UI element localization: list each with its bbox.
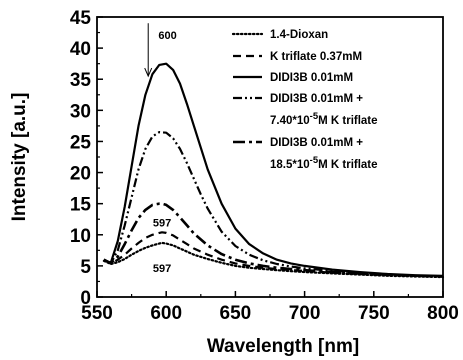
annotations: 600 597 597 xyxy=(144,23,177,275)
y-tick-label: 45 xyxy=(70,8,92,29)
legend-label-2: K triflate 0.37mM xyxy=(270,51,362,63)
legend-label-3: DIDI3B 0.01mM xyxy=(270,72,353,84)
y-tick-label: 25 xyxy=(70,132,92,153)
series-line-4 xyxy=(103,131,444,278)
legend-label-4-line2: 7.40*10-5M K triflate xyxy=(270,111,378,127)
legend-label-5-line2: 18.5*10-5M K triflate xyxy=(270,155,378,171)
y-tick-label: 20 xyxy=(70,164,91,185)
y-tick-label: 0 xyxy=(80,288,91,309)
legend-label-1: 1.4-Dioxan xyxy=(270,29,328,41)
series-line-3 xyxy=(103,62,444,277)
y-tick-label: 35 xyxy=(70,70,92,91)
y-tick-label: 5 xyxy=(80,257,91,278)
y-tick-label: 15 xyxy=(70,195,92,216)
peak-annotation-3: 597 xyxy=(153,263,171,275)
x-tick-label: 750 xyxy=(358,303,390,324)
legend-label-5: DIDI3B 0.01mM + xyxy=(270,137,363,149)
x-tick-label: 650 xyxy=(220,303,252,324)
series-line-2 xyxy=(103,231,444,278)
peak-annotation-1: 600 xyxy=(158,30,176,42)
x-tick-label: 800 xyxy=(427,303,459,324)
y-tick-label: 40 xyxy=(70,39,91,60)
x-tick-label: 700 xyxy=(289,303,321,324)
peak-annotation-2: 597 xyxy=(153,218,171,230)
x-axis-label: Wavelength [nm] xyxy=(207,336,359,357)
axes-layer: 550 600 650 700 750 800 0 5 10 15 20 25 30 35 40 45 xyxy=(70,8,459,324)
y-tick-label: 10 xyxy=(70,226,91,247)
series-layer xyxy=(102,62,445,279)
y-axis-label: Intensity [a.u.] xyxy=(9,93,30,222)
legend: 1.4-Dioxan K triflate 0.37mM DIDI3B 0.01mM… xyxy=(231,29,378,171)
peak-arrow-head xyxy=(144,67,153,78)
legend-label-4: DIDI3B 0.01mM + xyxy=(270,93,363,105)
x-tick-label: 600 xyxy=(150,303,182,324)
x-tick-label: 550 xyxy=(81,303,113,324)
y-tick-label: 30 xyxy=(70,101,91,122)
series-line-5 xyxy=(103,202,444,278)
